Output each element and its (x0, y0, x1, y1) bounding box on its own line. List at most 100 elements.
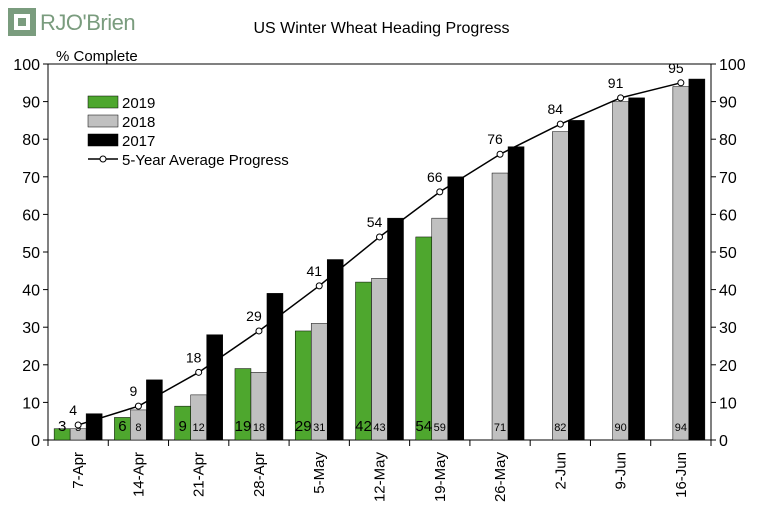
bar-2018-7 (491, 172, 509, 441)
bar-2017-4 (326, 259, 344, 441)
legend-swatch-2 (87, 133, 119, 147)
bar-label-2018-3: 18 (253, 422, 265, 434)
bar-2018-8 (552, 131, 569, 441)
y-tick-label-right-7: 70 (719, 170, 737, 187)
y-tick-label-right-4: 40 (719, 283, 737, 300)
y-tick-label-right-10: 100 (719, 57, 746, 74)
bar-label-2018-5: 43 (373, 422, 385, 434)
x-tick-label-1: 14-Apr (130, 452, 147, 497)
rjobrien-logo: RJO'Brien (8, 6, 158, 40)
avg-label-2: 18 (186, 349, 202, 365)
avg-point-1 (134, 402, 142, 410)
y-tick-label-right-5: 50 (719, 245, 737, 262)
avg-point-2 (195, 368, 203, 376)
bar-2017-0 (85, 413, 103, 441)
avg-label-4: 41 (306, 263, 322, 279)
y-tick-label-left-5: 50 (22, 245, 40, 262)
avg-label-9: 91 (608, 75, 624, 91)
avg-point-10 (677, 79, 685, 87)
y-tick-label-left-0: 0 (31, 433, 40, 450)
bar-2017-2 (206, 334, 223, 441)
legend-label-2: 2017 (122, 133, 155, 150)
bar-2017-8 (568, 120, 585, 441)
avg-point-4 (315, 282, 323, 290)
y-tick-label-right-2: 20 (719, 358, 737, 375)
x-tick-label-2: 21-Apr (191, 452, 208, 497)
y-tick-label-left-10: 100 (13, 57, 40, 74)
bar-label-2019-3: 19 (235, 418, 252, 435)
avg-label-3: 29 (246, 308, 262, 324)
chart-title: US Winter Wheat Heading Progress (253, 20, 510, 37)
bar-2018-10 (672, 86, 690, 441)
bar-2019-5 (355, 281, 372, 441)
bar-label-2018-1: 8 (135, 422, 141, 434)
y-tick-label-right-6: 60 (719, 207, 737, 224)
avg-point-8 (556, 120, 564, 128)
x-tick-label-3: 28-Apr (251, 452, 268, 497)
y-tick-label-left-3: 30 (22, 320, 40, 337)
y-tick-label-left-9: 90 (22, 95, 40, 112)
y-tick-label-right-0: 0 (719, 433, 728, 450)
logo-mark-icon (8, 8, 36, 36)
x-tick-label-10: 16-Jun (673, 452, 690, 498)
bar-label-2018-2: 12 (193, 422, 205, 434)
bar-2018-6 (431, 217, 449, 441)
x-tick-label-8: 2-Jun (552, 452, 569, 490)
avg-label-0: 4 (69, 402, 77, 418)
avg-label-5: 54 (367, 214, 383, 230)
bar-2019-6 (415, 236, 433, 441)
x-tick-label-6: 19-May (432, 452, 449, 503)
y-tick-label-left-1: 10 (22, 395, 40, 412)
bar-2017-7 (507, 146, 525, 441)
legend-label-0: 2019 (122, 95, 155, 112)
bar-2017-1 (146, 379, 163, 441)
avg-point-3 (255, 327, 263, 335)
bar-label-2019-0: 3 (58, 418, 66, 435)
y-tick-label-left-7: 70 (22, 170, 40, 187)
bar-label-2019-2: 9 (179, 418, 187, 435)
avg-point-6 (436, 188, 444, 196)
avg-label-8: 84 (548, 101, 564, 117)
bar-label-2019-4: 29 (295, 418, 312, 435)
legend-swatch-0 (87, 95, 119, 109)
avg-point-9 (617, 94, 625, 102)
x-tick-label-4: 5-May (311, 452, 328, 494)
bar-label-2018-9: 90 (614, 422, 626, 434)
bar-label-2018-7: 71 (494, 422, 506, 434)
avg-label-1: 9 (130, 383, 138, 399)
y-tick-label-right-3: 30 (719, 320, 737, 337)
x-tick-label-5: 12-May (372, 452, 389, 503)
bar-label-2018-8: 82 (554, 422, 566, 434)
legend-label-1: 2018 (122, 114, 155, 131)
avg-label-6: 66 (427, 169, 443, 185)
y-tick-label-left-6: 60 (22, 207, 40, 224)
avg-label-7: 76 (487, 131, 503, 147)
y-tick-label-left-8: 80 (22, 132, 40, 149)
bar-2017-3 (266, 293, 284, 441)
bar-2018-5 (371, 278, 388, 441)
x-tick-label-0: 7-Apr (70, 452, 87, 489)
bar-label-2018-10: 94 (675, 422, 687, 434)
y-axis-label: % Complete (56, 48, 138, 65)
x-tick-label-9: 9-Jun (613, 452, 630, 490)
legend-label-3: 5-Year Average Progress (122, 152, 289, 169)
bar-2017-5 (387, 217, 404, 441)
bar-label-2019-5: 42 (355, 418, 372, 435)
bar-label-2019-6: 54 (415, 418, 432, 435)
avg-point-0 (74, 421, 82, 429)
y-tick-label-right-8: 80 (719, 132, 737, 149)
x-tick-label-7: 26-May (492, 452, 509, 503)
bar-2017-6 (447, 176, 465, 441)
y-tick-label-right-1: 10 (719, 395, 737, 412)
bar-label-2018-4: 31 (313, 422, 325, 434)
avg-point-7 (496, 150, 504, 158)
bar-2017-9 (628, 97, 645, 441)
avg-point-5 (376, 233, 383, 241)
bar-label-2018-6: 59 (434, 422, 446, 434)
bar-2017-10 (688, 78, 706, 441)
legend-marker-3 (99, 155, 107, 163)
bar-2018-9 (612, 101, 629, 441)
legend-swatch-1 (87, 114, 119, 128)
y-tick-label-right-9: 90 (719, 95, 737, 112)
